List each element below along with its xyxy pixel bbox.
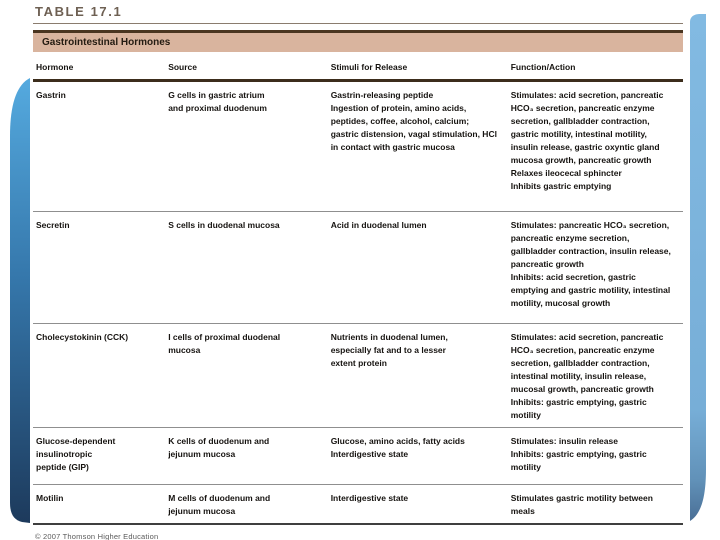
cell-function: Stimulates: acid secretion, pancreatic H… xyxy=(510,90,664,191)
column-header-source: Source xyxy=(168,62,198,72)
table-row-gastrin: Gastrin G cells in gastric atrium and pr… xyxy=(33,82,683,212)
cell-stimuli: Interdigestive state xyxy=(330,493,409,503)
table-row-secretin: Secretin S cells in duodenal mucosa Acid… xyxy=(33,212,683,324)
table-caption: Gastrointestinal Hormones xyxy=(33,33,683,52)
cell-source: I cells of proximal duodenal mucosa xyxy=(168,332,281,355)
copyright-credit: © 2007 Thomson Higher Education xyxy=(35,532,159,540)
cell-hormone: Motilin xyxy=(36,493,64,503)
column-header-function: Function/Action xyxy=(510,62,576,72)
cell-stimuli: Acid in duodenal lumen xyxy=(330,220,427,230)
cell-function: Stimulates: insulin release Inhibits: ga… xyxy=(510,436,647,472)
column-header-stimuli: Stimuli for Release xyxy=(330,62,408,72)
cell-stimuli: Nutrients in duodenal lumen, especially … xyxy=(330,332,448,368)
right-ribbon-decoration xyxy=(690,14,706,521)
cell-source: G cells in gastric atrium and proximal d… xyxy=(168,90,267,113)
cell-hormone: Glucose-dependent insulinotropic peptide… xyxy=(36,436,116,472)
table-row-cholecystokinin: Cholecystokinin (CCK) I cells of proxima… xyxy=(33,324,683,428)
cell-function: Stimulates gastric motility between meal… xyxy=(510,493,653,516)
cell-function: Stimulates: acid secretion, pancreatic H… xyxy=(510,332,664,420)
table-number-title: TABLE 17.1 xyxy=(35,4,123,19)
slide-content: TABLE 17.1 Gastrointestinal Hormones Hor… xyxy=(33,4,683,540)
table-header-row: Hormone Source Stimuli for Release Funct… xyxy=(33,52,683,82)
cell-source: S cells in duodenal mucosa xyxy=(168,220,280,230)
table-row-motilin: Motilin M cells of duodenum and jejunum … xyxy=(33,485,683,525)
cell-stimuli: Glucose, amino acids, fatty acids Interd… xyxy=(330,436,465,459)
cell-stimuli: Gastrin-releasing peptide Ingestion of p… xyxy=(330,90,497,152)
column-header-hormone: Hormone xyxy=(36,62,74,72)
title-underline xyxy=(33,23,683,24)
cell-function: Stimulates: pancreatic HCO₃ secretion, p… xyxy=(510,220,671,308)
cell-hormone: Secretin xyxy=(36,220,70,230)
cell-hormone: Gastrin xyxy=(36,90,66,100)
table-row-gip: Glucose-dependent insulinotropic peptide… xyxy=(33,428,683,485)
gastrointestinal-hormones-table: Gastrointestinal Hormones Hormone Source… xyxy=(33,30,683,525)
cell-source: M cells of duodenum and jejunum mucosa xyxy=(168,493,271,516)
cell-source: K cells of duodenum and jejunum mucosa xyxy=(168,436,270,459)
cell-hormone: Cholecystokinin (CCK) xyxy=(36,332,129,342)
